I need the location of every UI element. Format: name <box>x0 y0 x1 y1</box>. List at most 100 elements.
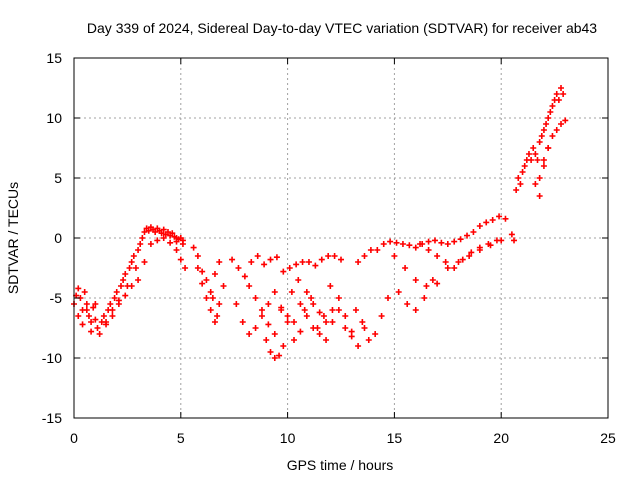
data-point <box>543 121 550 127</box>
data-point <box>267 349 274 355</box>
data-point <box>199 268 206 275</box>
data-point <box>459 256 466 263</box>
data-point <box>167 239 174 246</box>
data-point <box>545 145 552 151</box>
data-point <box>320 313 327 319</box>
data-point <box>293 261 300 268</box>
data-point <box>122 271 129 277</box>
data-point <box>532 181 539 187</box>
y-tick-label: 15 <box>46 50 62 66</box>
data-point <box>199 280 206 287</box>
data-point <box>536 193 543 199</box>
data-point <box>536 139 543 145</box>
data-point <box>442 259 449 265</box>
x-axis-label: GPS time / hours <box>287 457 394 473</box>
y-axis-label: SDTVAR / TECUs <box>5 182 21 294</box>
data-point <box>528 157 535 163</box>
data-point <box>325 253 332 259</box>
data-point <box>545 115 552 121</box>
data-point <box>402 265 409 271</box>
data-point <box>515 175 522 181</box>
data-point <box>553 91 560 97</box>
data-point <box>248 259 255 265</box>
data-point <box>169 230 176 237</box>
data-point <box>384 295 391 301</box>
data-point <box>216 259 223 265</box>
data-point <box>367 247 374 253</box>
data-point <box>331 253 338 259</box>
data-point <box>380 241 387 247</box>
data-point <box>399 241 406 247</box>
axis-ticks: 0 5 10 15 20 25 -15 -10 -5 0 5 10 15 <box>42 50 616 446</box>
data-point <box>280 343 287 349</box>
data-point <box>547 109 554 115</box>
data-point <box>361 325 368 331</box>
data-point <box>152 229 159 235</box>
data-point <box>395 289 402 295</box>
data-point <box>423 283 430 289</box>
data-point <box>100 313 107 319</box>
data-point <box>258 307 265 313</box>
data-point <box>335 295 342 301</box>
data-point <box>109 313 116 319</box>
data-point <box>525 151 532 157</box>
x-tick-label: 20 <box>493 430 509 446</box>
data-point <box>88 328 95 335</box>
data-point <box>252 295 259 301</box>
data-point <box>549 133 556 139</box>
data-point <box>429 277 436 283</box>
data-point <box>352 307 359 313</box>
data-point <box>444 241 451 247</box>
data-point <box>209 295 216 301</box>
data-point <box>246 331 253 337</box>
data-point <box>305 259 312 265</box>
data-point <box>94 325 101 331</box>
y-tick-label: 10 <box>46 110 62 126</box>
data-point <box>421 295 428 301</box>
data-point <box>417 241 424 247</box>
data-point <box>489 217 496 223</box>
data-point <box>508 231 515 238</box>
x-tick-label: 25 <box>600 430 616 446</box>
data-point <box>425 247 432 253</box>
data-point <box>425 238 432 245</box>
data-point <box>434 280 441 287</box>
data-point <box>207 289 214 295</box>
data-point <box>160 235 167 241</box>
data-point <box>355 343 362 349</box>
data-point <box>92 316 99 323</box>
data-point <box>141 229 148 235</box>
data-point <box>135 277 142 283</box>
data-point <box>233 301 240 307</box>
data-point <box>374 247 381 253</box>
data-point <box>451 238 458 245</box>
data-point <box>128 283 135 289</box>
data-point <box>194 265 201 271</box>
data-point <box>173 247 180 253</box>
data-point <box>299 259 306 265</box>
data-point <box>323 337 330 343</box>
data-point <box>329 307 336 313</box>
x-tick-label: 0 <box>70 430 78 446</box>
data-point <box>549 103 556 109</box>
data-point <box>216 301 223 307</box>
data-point <box>451 265 458 271</box>
y-tick-label: -5 <box>50 290 63 306</box>
data-point <box>203 295 210 301</box>
data-point <box>536 175 543 181</box>
data-point <box>179 241 186 247</box>
data-point <box>530 145 537 151</box>
data-point <box>271 355 278 361</box>
data-point <box>327 283 334 289</box>
data-point <box>154 237 161 244</box>
data-point <box>558 85 565 91</box>
data-point <box>276 352 283 359</box>
data-point <box>137 241 144 247</box>
data-point <box>261 261 268 268</box>
data-point <box>342 325 349 331</box>
data-point <box>229 256 236 263</box>
data-point <box>111 295 118 301</box>
data-point <box>538 133 545 139</box>
data-point <box>444 265 451 271</box>
